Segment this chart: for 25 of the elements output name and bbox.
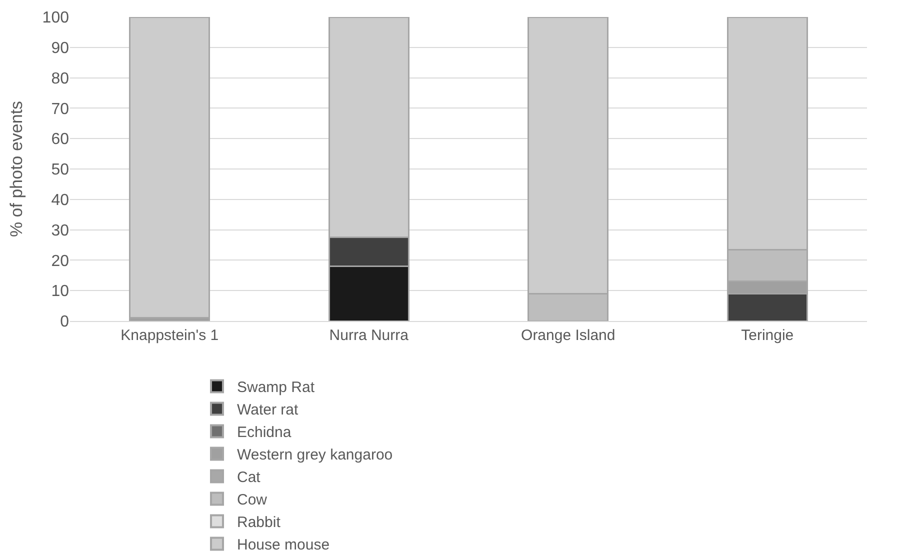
x-tick-label: Teringie <box>741 327 794 344</box>
legend-label: Echidna <box>237 424 292 442</box>
y-tick-label: 30 <box>51 222 70 240</box>
legend-label: Western grey kangaroo <box>237 446 393 464</box>
y-tick-label: 100 <box>42 10 70 27</box>
legend-label: Cow <box>237 492 268 509</box>
x-tick-label: Orange Island <box>521 327 616 344</box>
y-tick-label: 0 <box>60 314 70 331</box>
y-tick-label: 50 <box>51 162 70 179</box>
y-tick-label: 90 <box>51 40 70 57</box>
y-tick-label: 40 <box>51 192 70 209</box>
x-tick-label: Nurra Nurra <box>329 327 410 344</box>
y-tick-label: 10 <box>51 283 70 300</box>
bar <box>129 17 210 319</box>
legend-label: Swamp Rat <box>237 379 316 396</box>
y-tick-label: 60 <box>51 131 70 148</box>
legend-label: Rabbit <box>237 514 282 532</box>
y-tick-label: 70 <box>51 100 70 118</box>
legend-label: House mouse <box>237 536 330 554</box>
y-tick-label: 80 <box>51 70 70 88</box>
legend-label: Water rat <box>237 402 299 419</box>
x-tick-label: Knappstein's 1 <box>120 327 219 344</box>
y-tick-label: 20 <box>51 252 70 270</box>
y-axis-title: % of photo events <box>6 100 26 238</box>
legend-label: Cat <box>237 469 262 486</box>
